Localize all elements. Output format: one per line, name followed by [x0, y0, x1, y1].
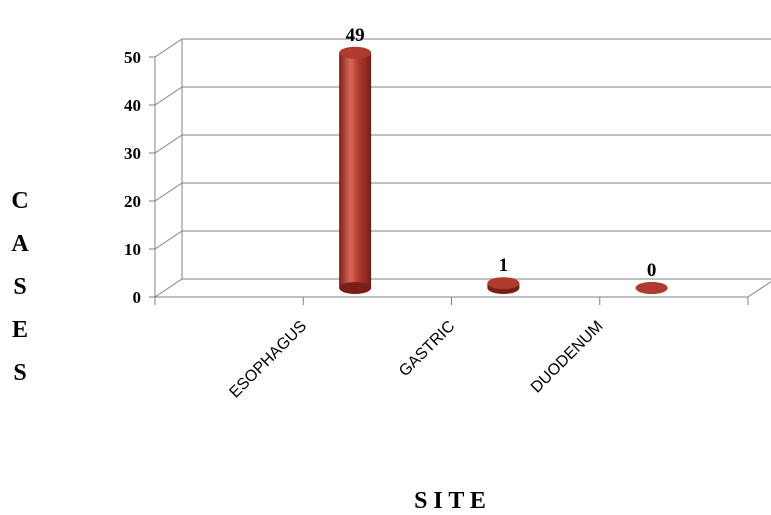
data-label: 0 — [647, 260, 657, 281]
bar-gastric — [487, 277, 520, 294]
x-tick-label: ESOPHAGUS — [226, 318, 310, 402]
gridline-side — [154, 38, 183, 58]
x-tick-label: GASTRIC — [396, 318, 458, 380]
bar-body — [339, 52, 372, 288]
bar-top — [339, 46, 372, 59]
gridline-side — [154, 182, 183, 202]
y-tick-label: 0 — [133, 288, 142, 307]
y-title-letter: C — [11, 188, 28, 214]
bar-top — [487, 277, 520, 290]
y-title-letter: E — [12, 317, 28, 343]
bar-esophagus — [339, 46, 372, 294]
y-tick-label: 10 — [124, 240, 141, 259]
gridline-side — [154, 230, 183, 250]
bar-duodenum — [635, 282, 668, 294]
bar-base — [339, 282, 372, 294]
grid-layer — [154, 38, 771, 298]
data-label: 49 — [346, 25, 365, 46]
label-layer: 49 ESOPHAGUS 1 GASTRIC 0 DUODENUM — [226, 25, 656, 402]
y-tick-label: 20 — [124, 192, 141, 211]
y-title-letter: S — [13, 274, 26, 300]
bar-top — [635, 282, 668, 294]
data-label: 1 — [499, 255, 509, 276]
x-axis-title: S I T E — [414, 488, 486, 514]
gridline-side — [154, 134, 183, 154]
bar-layer — [339, 46, 668, 294]
y-tick-label: 50 — [124, 48, 141, 67]
x-tick-label: DUODENUM — [528, 318, 607, 397]
gridline-side — [154, 86, 183, 106]
y-axis-title: C A S E S — [11, 188, 29, 386]
floor-right-edge — [747, 281, 771, 298]
y-title-letter: A — [11, 231, 29, 257]
gridline-side — [154, 278, 183, 298]
y-tick-label: 40 — [124, 96, 141, 115]
y-title-letter: S — [13, 360, 26, 386]
y-tick-label: 30 — [124, 144, 141, 163]
